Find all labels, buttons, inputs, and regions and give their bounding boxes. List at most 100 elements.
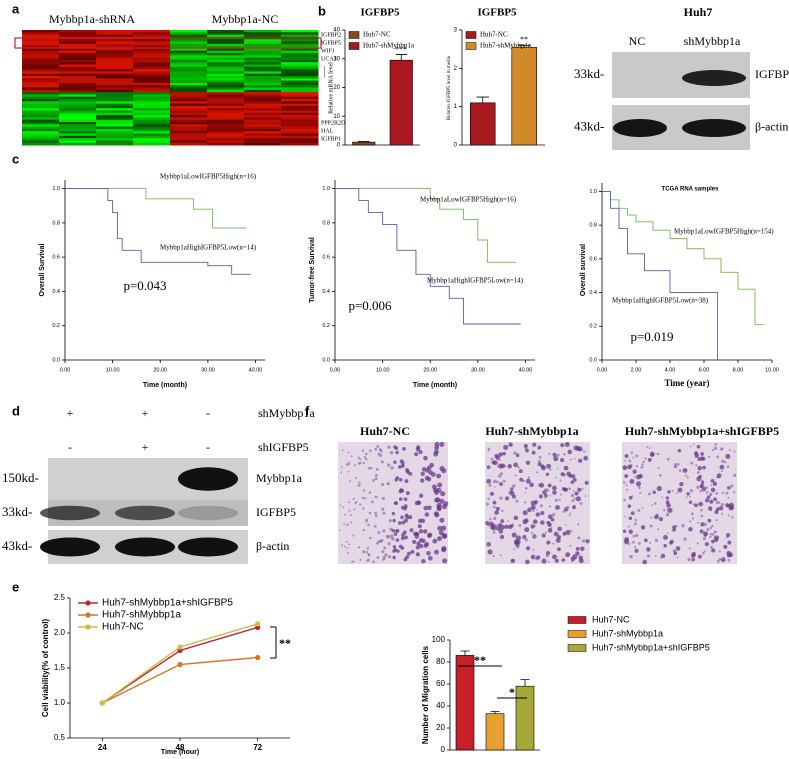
cell-dot (572, 554, 578, 560)
blot-band (682, 70, 746, 86)
heatmap-cell (244, 126, 282, 130)
heatmap-cell (96, 32, 134, 36)
cell-dot (733, 473, 737, 477)
cell-dot (545, 551, 551, 556)
heatmap-cell (244, 59, 282, 63)
cell-dot (705, 491, 709, 494)
cell-dot (666, 457, 670, 461)
chart-title: IGFBP5 (360, 7, 400, 19)
cell-dot (486, 465, 491, 470)
cell-dot (547, 528, 553, 533)
cell-dot (538, 494, 543, 499)
blot-label: Mybbp1a (256, 471, 303, 485)
heatmap-cell (22, 59, 60, 63)
cell-dot (537, 445, 542, 450)
cell-dot (539, 504, 543, 508)
cell-dot (665, 496, 670, 500)
heatmap-cell (59, 99, 97, 102)
cell-dot (440, 491, 446, 497)
cell-dot (552, 452, 557, 457)
cell-dot (366, 559, 369, 562)
heatmap-cell (207, 115, 245, 118)
cell-dot (577, 536, 581, 540)
cell-dot (495, 526, 501, 531)
blot-band (682, 119, 746, 137)
cell-dot (398, 465, 402, 469)
cell-dot (433, 451, 439, 457)
heatmap-cell (59, 66, 97, 70)
cell-dot (723, 544, 728, 549)
cell-dot (403, 504, 408, 509)
cell-dot (438, 530, 444, 536)
heatmap-cell (281, 108, 319, 111)
heatmap-cell (244, 103, 282, 107)
heatmap-cell (133, 55, 171, 59)
cell-dot (715, 518, 718, 522)
x-tick-label: 20.00 (423, 367, 437, 373)
cell-dot (540, 510, 545, 516)
cell-dot (383, 546, 387, 550)
heatmap-cell (133, 103, 171, 107)
heatmap-cell (22, 87, 60, 91)
cell-dot (624, 474, 629, 478)
heatmap-cell (22, 92, 60, 95)
cell-dot (637, 486, 641, 489)
cell-dot (545, 472, 550, 477)
cell-dot (347, 461, 350, 464)
cell-dot (348, 543, 351, 546)
heatmap-cell (22, 96, 60, 100)
heatmap-cell (133, 119, 171, 123)
cell-dot (393, 460, 397, 464)
heatmap-cell (59, 119, 97, 123)
cell-dot (640, 525, 646, 530)
cell-dot (362, 551, 366, 554)
blot-band (613, 119, 667, 137)
cell-dot (515, 499, 519, 503)
heatmap-cell (133, 122, 171, 125)
cell-dot (684, 474, 687, 477)
cell-dot (375, 474, 378, 477)
heatmap-cell (207, 133, 245, 137)
y-tick-label: 0.0 (589, 357, 597, 363)
heatmap-cell (22, 73, 60, 77)
cell-dot (624, 515, 626, 518)
series-line (65, 188, 246, 229)
heatmap-cell (96, 89, 134, 93)
cell-dot (681, 524, 685, 528)
heatmap-cell (207, 55, 245, 59)
heatmap-cell (207, 73, 245, 77)
cell-dot (398, 544, 403, 549)
x-tick-label: 40.00 (249, 367, 263, 373)
cell-dot (366, 547, 370, 550)
cell-dot (339, 504, 342, 507)
heatmap-cell (281, 66, 319, 70)
cell-dot (671, 489, 674, 492)
cell-dot (585, 539, 590, 544)
heatmap-cell (244, 66, 282, 70)
heatmap-cell (281, 78, 319, 82)
cell-dot (441, 468, 447, 474)
cell-dot (689, 495, 691, 498)
heatmap-cell (22, 34, 60, 38)
cell-dot (627, 525, 630, 528)
cell-dot (671, 529, 674, 532)
heatmap-cell (96, 128, 134, 132)
heatmap-cell (281, 34, 319, 38)
heatmap-cell (22, 66, 60, 70)
cell-dot (341, 449, 344, 452)
heatmap-cell (22, 55, 60, 59)
cell-dot (349, 480, 352, 483)
heatmap-cell (22, 140, 60, 144)
cell-dot (412, 539, 417, 544)
heatmap-cell (133, 126, 171, 130)
heatmap-cell (207, 124, 245, 128)
heatmap-cell (170, 94, 208, 98)
heatmap-cell (59, 131, 97, 134)
heatmap-cell (281, 39, 319, 42)
cell-dot (663, 535, 668, 540)
blot-band (178, 537, 238, 557)
cell-dot (441, 525, 447, 531)
annotation: p=0.043 (123, 278, 166, 293)
cell-dot (560, 443, 565, 448)
cell-dot (541, 533, 546, 538)
